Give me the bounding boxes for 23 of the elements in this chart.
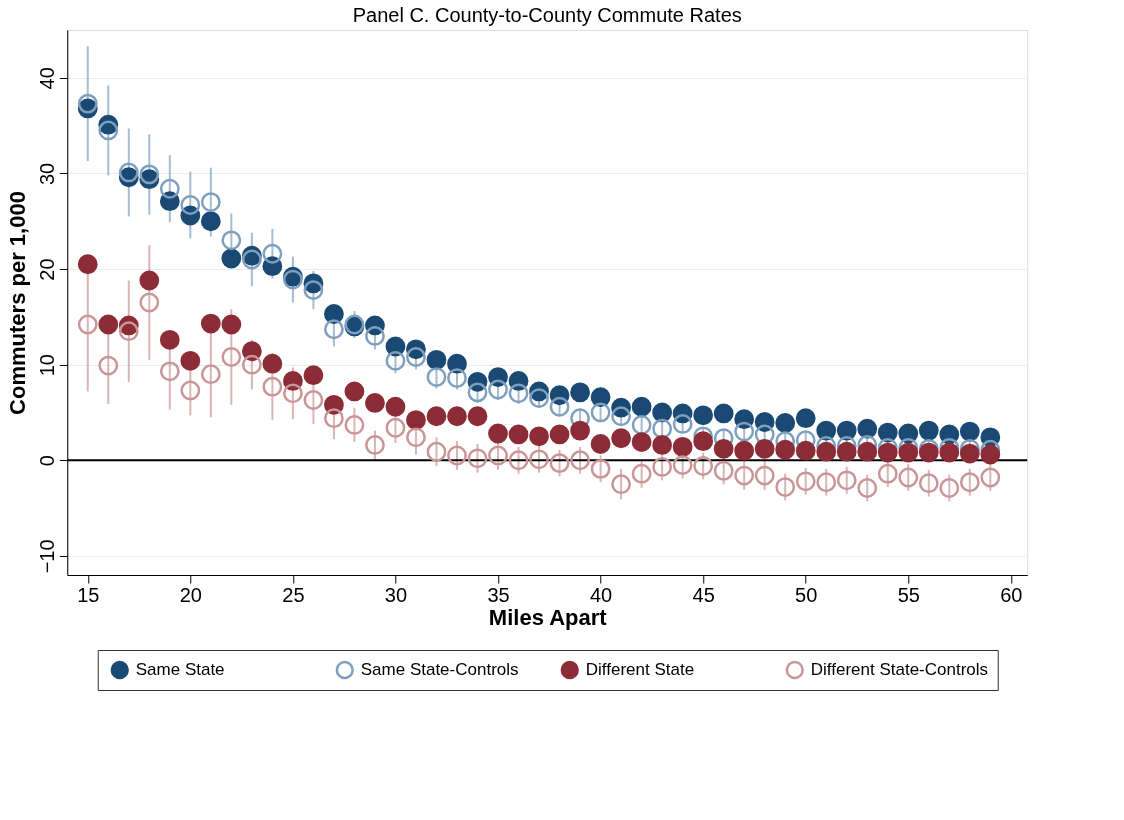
x-tick-label: 60 [1000,583,1023,606]
legend-label: Different State [585,660,695,679]
y-tick-label: 40 [35,67,58,90]
x-tick-label: 20 [179,583,202,606]
y-tick-label: 10 [35,354,58,377]
legend-label: Same State [135,660,225,679]
x-tick-label: 25 [282,583,305,606]
y-tick-label: 30 [35,162,58,186]
y-tick-label: −10 [35,539,58,574]
x-tick-label: 40 [589,583,613,606]
legend-label: Different State-Controls [810,660,989,679]
chart-title: Panel C. County-to-County Commute Rates [352,4,742,26]
x-tick-label: 45 [692,583,715,606]
x-tick-label: 30 [384,583,408,606]
y-axis-title: Commuters per 1,000 [4,191,30,415]
x-tick-label: 15 [77,583,100,606]
y-tick-label: 0 [35,455,58,467]
x-tick-label: 35 [487,583,510,606]
y-tick-label: 20 [35,258,58,281]
x-tick-label: 50 [795,583,818,606]
x-axis-title: Miles Apart [488,604,608,630]
x-tick-label: 55 [897,583,920,606]
legend-label: Same State-Controls [360,660,519,679]
